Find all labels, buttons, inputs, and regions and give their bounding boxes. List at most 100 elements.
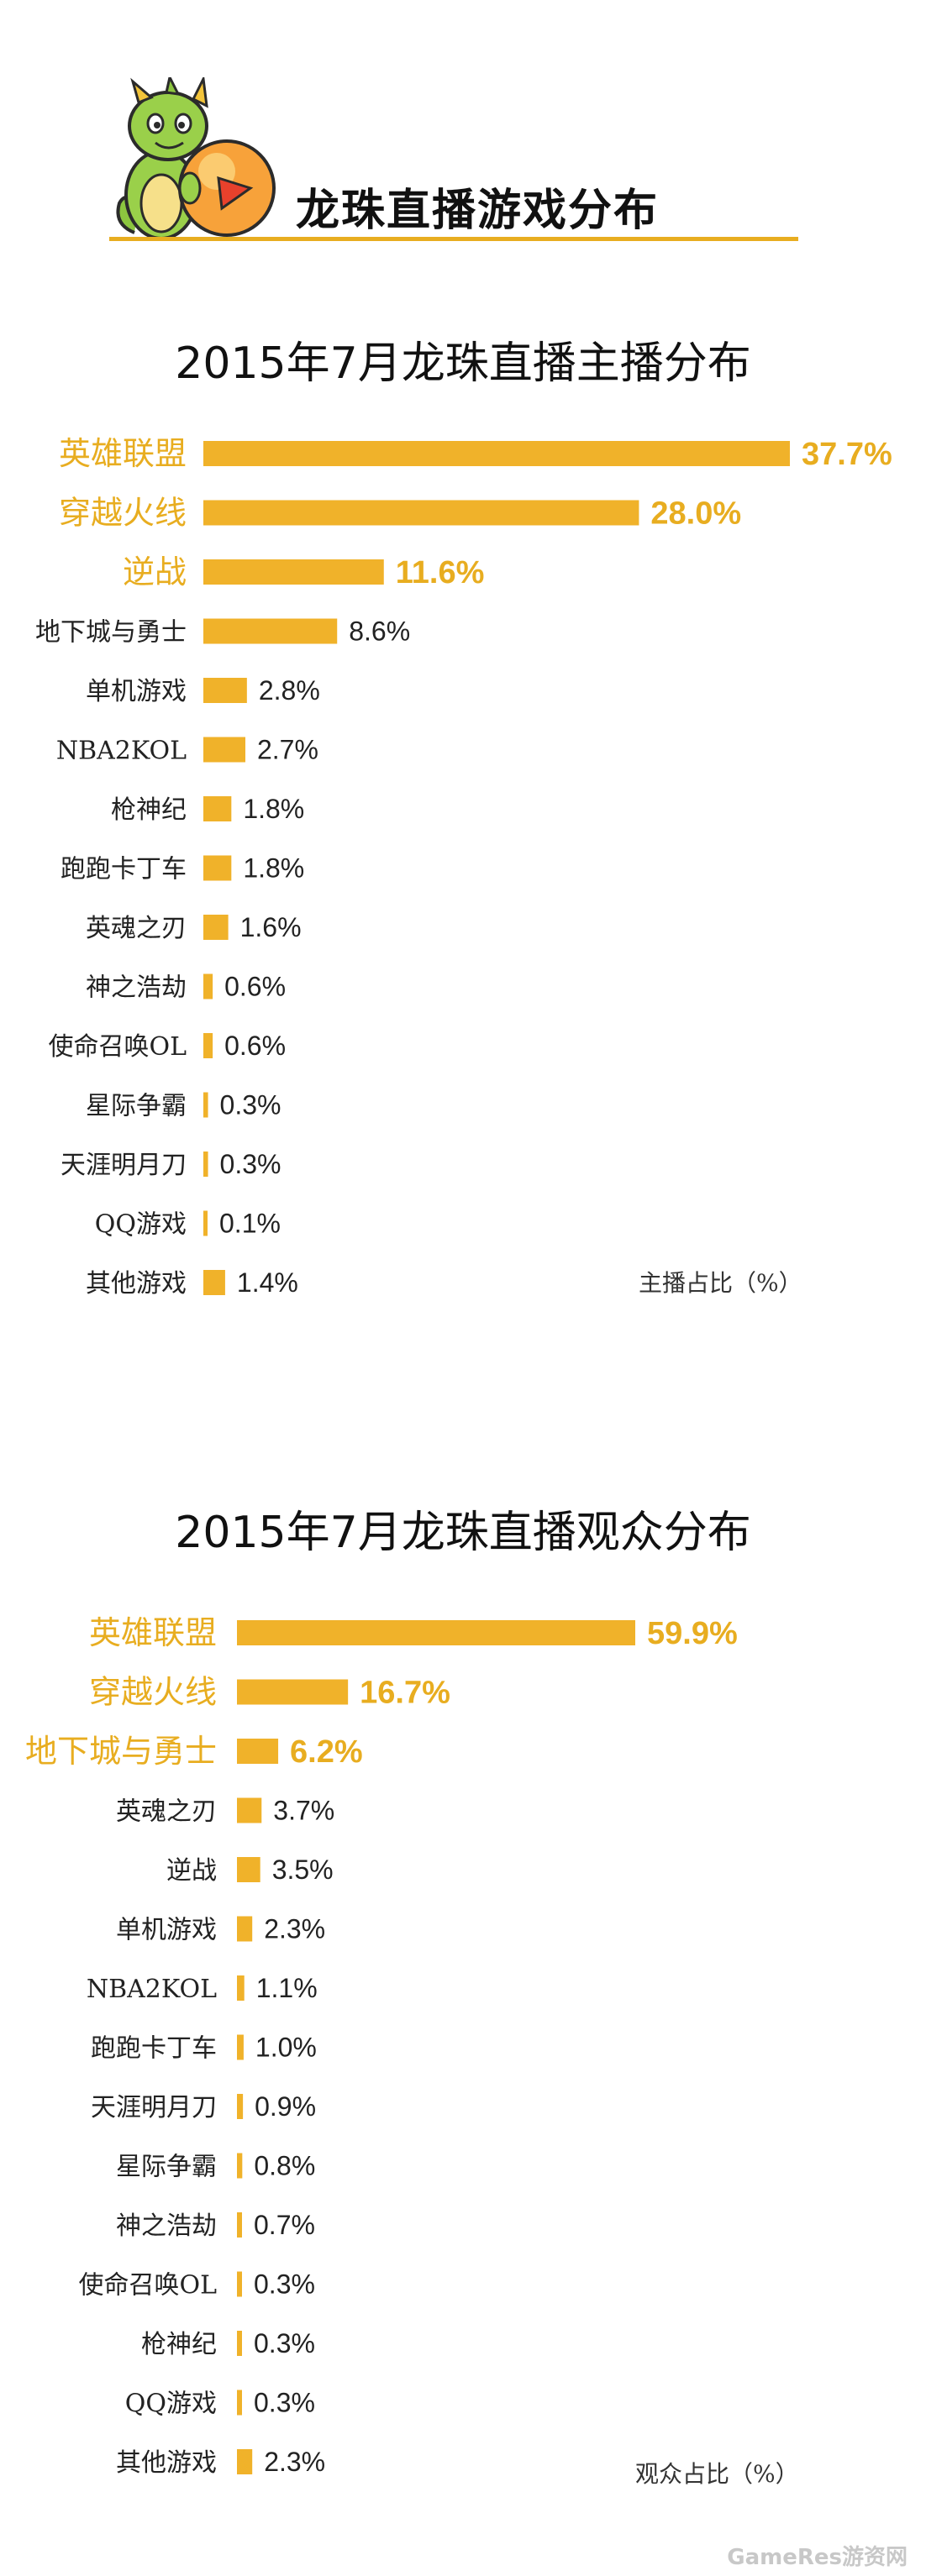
bar bbox=[237, 2390, 242, 2416]
category-label: 跑跑卡丁车 bbox=[61, 855, 187, 884]
value-label: 1.8% bbox=[243, 853, 304, 884]
category-label: 单机游戏 bbox=[86, 677, 187, 706]
bar bbox=[237, 1620, 635, 1645]
bar bbox=[203, 1092, 208, 1118]
category-label: QQ游戏 bbox=[125, 2390, 217, 2419]
value-label: 1.6% bbox=[240, 912, 302, 942]
bar bbox=[203, 737, 245, 763]
value-label: 11.6% bbox=[396, 555, 485, 590]
bar bbox=[203, 973, 213, 999]
bar bbox=[203, 618, 338, 644]
value-label: 0.3% bbox=[254, 2388, 315, 2418]
bar bbox=[237, 1739, 279, 1764]
anchor-chart-title: 2015年7月龙珠直播主播分布 bbox=[175, 338, 751, 389]
category-label: 枪神纪 bbox=[141, 2330, 217, 2359]
category-label: 英魂之刃 bbox=[86, 914, 187, 943]
value-label: 0.3% bbox=[220, 1149, 281, 1179]
category-label: QQ游戏 bbox=[95, 1210, 187, 1240]
value-label: 6.2% bbox=[290, 1734, 363, 1770]
value-label: 1.0% bbox=[255, 2033, 317, 2063]
category-label: 星际争霸 bbox=[86, 1092, 187, 1121]
bar bbox=[203, 678, 247, 703]
value-label: 0.8% bbox=[254, 2151, 315, 2181]
value-label: 1.4% bbox=[237, 1267, 298, 1298]
category-label: 跑跑卡丁车 bbox=[91, 2034, 217, 2064]
category-label: 其他游戏 bbox=[86, 1269, 187, 1298]
category-label: 星际争霸 bbox=[116, 2153, 217, 2182]
category-label: 使命召唤OL bbox=[78, 2271, 217, 2301]
value-label: 0.6% bbox=[224, 972, 286, 1002]
value-label: 28.0% bbox=[650, 496, 741, 532]
bar bbox=[237, 1797, 262, 1823]
bar bbox=[203, 1270, 225, 1295]
bar bbox=[237, 2449, 253, 2474]
category-label: 英魂之刃 bbox=[116, 1797, 217, 1827]
value-label: 0.1% bbox=[219, 1209, 281, 1239]
value-label: 0.3% bbox=[254, 2269, 315, 2300]
value-label: 0.3% bbox=[220, 1090, 281, 1120]
bar bbox=[203, 1152, 208, 1177]
category-label: 神之浩劫 bbox=[86, 973, 187, 1003]
value-label: 1.1% bbox=[256, 1973, 318, 2003]
value-label: 2.3% bbox=[264, 2447, 325, 2477]
header-banner: 龙珠直播游戏分布 bbox=[0, 0, 926, 252]
value-label: 2.3% bbox=[264, 1914, 325, 1944]
bar bbox=[237, 2212, 242, 2238]
anchor-bar-chart: 英雄联盟 37.7% 穿越火线 28.0% 逆战 11.6% 地下城与勇士 8.6% 单机游戏 2… bbox=[35, 435, 892, 1298]
bar bbox=[237, 1916, 253, 1942]
bar bbox=[203, 559, 384, 585]
value-label: 59.9% bbox=[647, 1616, 738, 1651]
category-label: 天涯明月刀 bbox=[61, 1151, 187, 1180]
category-label: 英雄联盟 bbox=[89, 1614, 217, 1651]
banner-title: 龙珠直播游戏分布 bbox=[296, 186, 660, 236]
category-label: NBA2KOL bbox=[87, 1975, 217, 2004]
viewer-bar-chart: 英雄联盟 59.9% 穿越火线 16.7% 地下城与勇士 6.2% 英魂之刃 3.7% 逆战 3.… bbox=[25, 1614, 738, 2478]
viewer-chart-title: 2015年7月龙珠直播观众分布 bbox=[175, 1508, 751, 1558]
category-label: 天涯明月刀 bbox=[91, 2093, 217, 2122]
value-label: 0.7% bbox=[254, 2210, 315, 2240]
value-label: 3.7% bbox=[273, 1796, 334, 1826]
bar bbox=[237, 2153, 243, 2179]
dragon-mascot-logo bbox=[116, 77, 276, 240]
category-label: 穿越火线 bbox=[59, 495, 187, 532]
category-label: 枪神纪 bbox=[111, 795, 187, 825]
watermark: GameRes游资网 bbox=[727, 2545, 908, 2570]
bar bbox=[237, 1975, 245, 2001]
category-label: 逆战 bbox=[123, 553, 187, 590]
bar bbox=[237, 1857, 260, 1882]
category-label: 使命召唤OL bbox=[48, 1032, 187, 1062]
category-label: NBA2KOL bbox=[56, 737, 187, 766]
category-label: 穿越火线 bbox=[89, 1674, 217, 1711]
bar bbox=[237, 2271, 242, 2297]
bar bbox=[203, 1033, 213, 1058]
value-label: 8.6% bbox=[349, 616, 410, 647]
category-label: 英雄联盟 bbox=[59, 435, 187, 472]
category-label: 单机游戏 bbox=[116, 1916, 217, 1945]
bar bbox=[237, 2331, 242, 2356]
viewer-unit-label: 观众占比（%） bbox=[635, 2460, 799, 2488]
value-label: 2.7% bbox=[257, 735, 318, 765]
bar bbox=[203, 855, 232, 881]
bar bbox=[237, 2034, 244, 2060]
bar bbox=[237, 1679, 349, 1705]
value-label: 16.7% bbox=[360, 1676, 450, 1711]
category-label: 地下城与勇士 bbox=[25, 1733, 217, 1770]
value-label: 0.9% bbox=[255, 2091, 316, 2122]
bar bbox=[237, 2094, 244, 2119]
value-label: 3.5% bbox=[272, 1855, 334, 1885]
value-label: 2.8% bbox=[259, 675, 320, 706]
category-label: 地下城与勇士 bbox=[35, 618, 187, 648]
category-label: 逆战 bbox=[166, 1856, 217, 1886]
value-label: 0.3% bbox=[254, 2328, 315, 2358]
bar bbox=[203, 1210, 208, 1236]
bar bbox=[203, 500, 639, 526]
bar bbox=[203, 915, 229, 940]
value-label: 1.8% bbox=[243, 794, 304, 824]
value-label: 0.6% bbox=[224, 1031, 286, 1061]
category-label: 其他游戏 bbox=[116, 2448, 217, 2478]
category-label: 神之浩劫 bbox=[116, 2211, 217, 2241]
value-label: 37.7% bbox=[802, 437, 892, 472]
banner-underline bbox=[109, 237, 798, 241]
anchor-unit-label: 主播占比（%） bbox=[639, 1269, 802, 1297]
bar bbox=[203, 441, 790, 466]
